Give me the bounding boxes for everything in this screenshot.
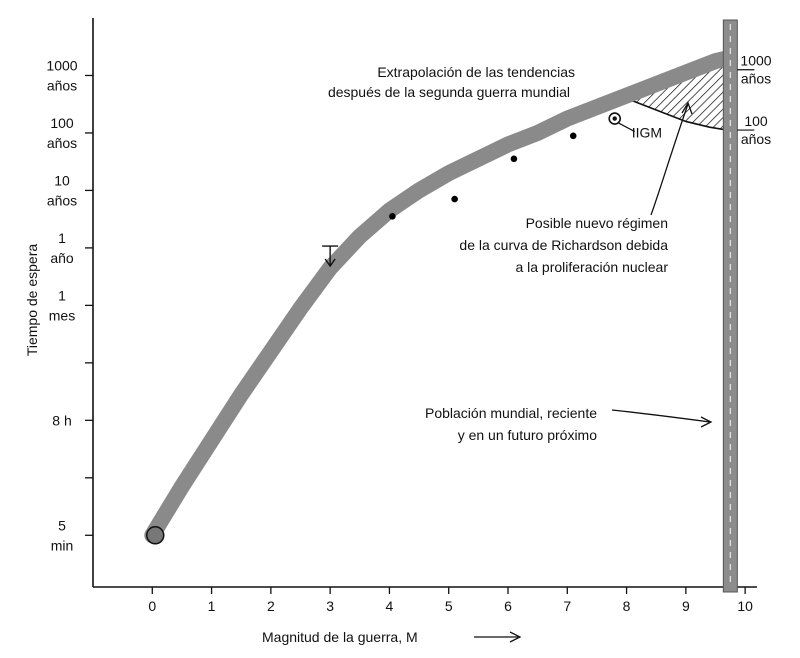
x-axis-title: Magnitud de la guerra, M [262, 629, 418, 645]
right-tick-label: 100 [744, 113, 768, 129]
x-tick-label: 6 [504, 598, 512, 614]
x-tick-label: 7 [563, 598, 571, 614]
annotation-regime-line2: de la curva de Richardson debida [459, 237, 668, 253]
x-tick-label: 5 [445, 598, 453, 614]
annotation-regime-arrow [651, 104, 688, 215]
y-tick-label: años [47, 77, 77, 93]
y-tick-label: 1 [58, 230, 66, 246]
x-tick-label: 2 [267, 598, 275, 614]
x-tick-label: 8 [623, 598, 631, 614]
iigm-label: IIGM [632, 125, 662, 141]
data-point [389, 213, 396, 220]
annotation-regime-line3: a la proliferación nuclear [515, 259, 668, 275]
right-tick-label: 1000 [740, 53, 771, 69]
annotation-population-line2: y en un futuro próximo [458, 427, 598, 443]
data-point [511, 156, 518, 163]
x-tick-label: 1 [208, 598, 216, 614]
y-tick-label: 5 [58, 517, 66, 533]
annotation-extrapolation-line2: después de la segunda guerra mundial [328, 84, 570, 100]
annotation-population-line1: Población mundial, reciente [425, 405, 597, 421]
iigm-point-center [613, 116, 617, 120]
x-tick-label: 10 [737, 598, 753, 614]
annotation-extrapolation-line1: Extrapolación de las tendencias [377, 64, 575, 80]
y-tick-label: 100 [50, 115, 74, 131]
y-tick-label: mes [49, 307, 75, 323]
y-tick-label: año [50, 250, 74, 266]
y-tick-label: 10 [54, 172, 70, 188]
y-tick-label: 1 [58, 287, 66, 303]
data-point [570, 133, 577, 140]
x-tick-label: 0 [148, 598, 156, 614]
y-tick-label: años [47, 135, 77, 151]
y-tick-label: 8 h [52, 412, 71, 428]
right-tick-label: años [741, 71, 771, 87]
start-point [147, 527, 164, 544]
x-tick-label: 4 [386, 598, 394, 614]
right-tick-label: años [741, 131, 771, 147]
annotation-regime-line1: Posible nuevo régimen [526, 215, 668, 231]
annotation-population-arrow [612, 410, 710, 422]
y-tick-label: 1000 [46, 57, 77, 73]
y-tick-label: años [47, 192, 77, 208]
x-tick-label: 3 [326, 598, 334, 614]
y-axis-title: Tiempo de espera [24, 244, 40, 357]
y-tick-label: min [51, 537, 74, 553]
x-tick-label: 9 [682, 598, 690, 614]
data-point [451, 196, 458, 203]
